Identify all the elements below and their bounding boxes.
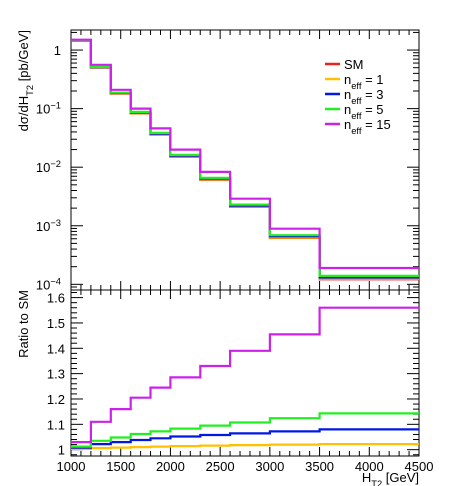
y-tick-label-bottom: 1 xyxy=(58,443,65,458)
x-axis-label: HT2 [GeV] xyxy=(362,470,419,486)
series-bottom-1 xyxy=(71,428,419,449)
x-tick-label: 2500 xyxy=(206,459,235,474)
legend-label-0: SM xyxy=(344,57,364,72)
y-tick-label-top: 1 xyxy=(54,43,61,58)
series-bottom-2 xyxy=(71,412,419,448)
y-axis-label-bottom: Ratio to SM xyxy=(16,290,31,358)
y-tick-label-bottom: 1.3 xyxy=(47,367,65,382)
y-tick-label-bottom: 1.1 xyxy=(47,417,65,432)
series-bottom-3 xyxy=(71,306,419,444)
x-tick-label: 3000 xyxy=(255,459,284,474)
y-axis-label-top: dσ/dHT2 [pb/GeV] xyxy=(16,30,35,131)
y-tick-label-bottom: 1.6 xyxy=(47,291,65,306)
series-top-4 xyxy=(71,38,419,270)
y-tick-label-bottom: 1.5 xyxy=(47,316,65,331)
axis-labels: HT2 [GeV] dσ/dHT2 [pb/GeV] Ratio to SM xyxy=(16,30,419,486)
y-tick-label-bottom: 1.2 xyxy=(47,392,65,407)
top-plot-frame xyxy=(70,29,420,291)
x-tick-label: 1000 xyxy=(57,459,86,474)
x-tick-label: 4000 xyxy=(355,459,384,474)
legend-label-3: neff = 5 xyxy=(344,102,384,121)
bottom-plot-frame xyxy=(70,289,420,457)
y-tick-label-top: 10−1 xyxy=(36,101,61,117)
x-tick-label: 4500 xyxy=(405,459,434,474)
x-tick-label: 2000 xyxy=(156,459,185,474)
legend-label-2: neff = 3 xyxy=(344,87,384,106)
x-tick-label: 1500 xyxy=(106,459,135,474)
legend-label-1: neff = 1 xyxy=(344,72,384,91)
x-tick-label: 3500 xyxy=(305,459,334,474)
y-tick-label-top: 10−2 xyxy=(36,159,61,175)
series-bottom-0 xyxy=(71,443,419,450)
y-tick-label-top: 10−3 xyxy=(36,218,61,234)
y-tick-label-bottom: 1.4 xyxy=(47,341,65,356)
y-tick-label-top: 10−4 xyxy=(36,276,61,292)
top-panel: 1 10−1 10−2 10−3 10−4 xyxy=(36,29,420,292)
bottom-panel: 1 1.1 1.2 1.3 1.4 1.5 1.6 1000 1500 2000 2500 3000 3… xyxy=(47,289,434,474)
legend-label-4: neff = 15 xyxy=(344,117,391,136)
